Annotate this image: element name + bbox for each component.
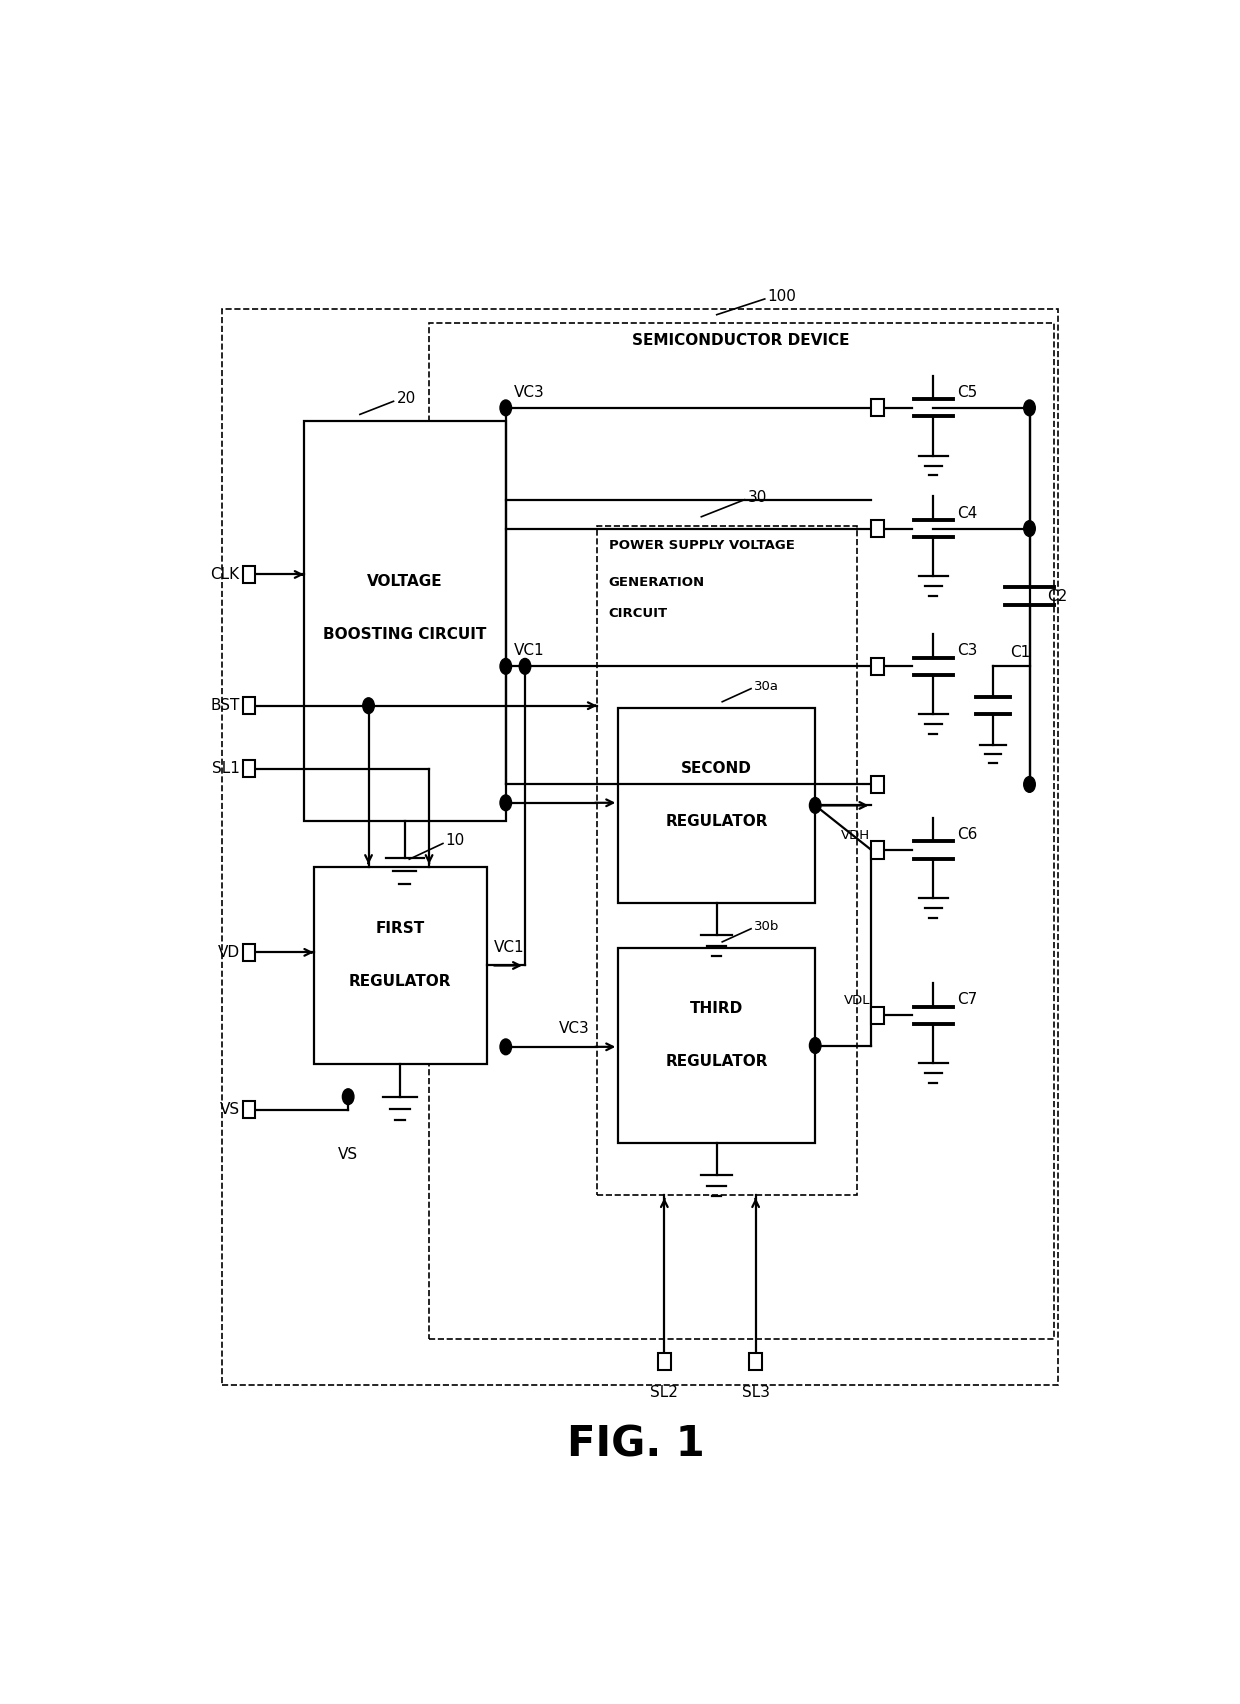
Text: 10: 10 [446, 833, 465, 849]
Text: SL1: SL1 [212, 762, 239, 777]
Text: VC3: VC3 [559, 1021, 589, 1036]
Text: THIRD: THIRD [691, 1002, 743, 1016]
Text: C6: C6 [957, 826, 978, 842]
Circle shape [363, 699, 374, 714]
Bar [658, 1353, 671, 1370]
Text: GENERATION: GENERATION [609, 576, 704, 590]
Text: 20: 20 [397, 392, 415, 406]
Text: SECOND: SECOND [681, 762, 753, 777]
Bar [243, 760, 255, 777]
Text: VOLTAGE: VOLTAGE [367, 574, 443, 590]
Bar [619, 949, 815, 1143]
Text: C2: C2 [1047, 588, 1068, 603]
Text: SEMICONDUCTOR DEVICE: SEMICONDUCTOR DEVICE [632, 332, 849, 348]
Circle shape [520, 658, 531, 675]
Text: BOOSTING CIRCUIT: BOOSTING CIRCUIT [324, 627, 486, 642]
Text: VC3: VC3 [513, 385, 544, 400]
Bar [872, 658, 884, 675]
Text: VDL: VDL [843, 995, 870, 1007]
Text: VS: VS [339, 1147, 358, 1162]
Text: 100: 100 [768, 288, 796, 303]
Bar [222, 310, 1058, 1385]
Bar [872, 520, 884, 537]
Text: SL3: SL3 [742, 1385, 770, 1401]
Text: VDH: VDH [841, 830, 870, 842]
Bar [304, 421, 506, 821]
Bar [243, 697, 255, 714]
Bar [872, 842, 884, 859]
Circle shape [810, 797, 821, 813]
Text: C7: C7 [957, 992, 977, 1007]
Text: REGULATOR: REGULATOR [666, 1053, 768, 1068]
Text: 30a: 30a [754, 680, 779, 692]
Circle shape [1024, 777, 1035, 792]
Circle shape [810, 1038, 821, 1053]
Text: CIRCUIT: CIRCUIT [609, 607, 667, 620]
Bar [243, 566, 255, 583]
Text: FIG. 1: FIG. 1 [567, 1423, 704, 1465]
Circle shape [1024, 521, 1035, 537]
Bar [596, 527, 857, 1195]
Text: POWER SUPPLY VOLTAGE: POWER SUPPLY VOLTAGE [609, 538, 795, 552]
Circle shape [500, 794, 512, 811]
Text: C3: C3 [957, 644, 978, 658]
Text: C4: C4 [957, 506, 977, 521]
Text: VC1: VC1 [495, 941, 525, 954]
Circle shape [342, 1089, 353, 1104]
Circle shape [500, 400, 512, 416]
Text: 30: 30 [748, 489, 766, 504]
Circle shape [500, 658, 512, 675]
Text: C1: C1 [1011, 644, 1030, 659]
Bar [872, 775, 884, 792]
Text: C5: C5 [957, 385, 977, 400]
Bar [872, 1007, 884, 1024]
Text: REGULATOR: REGULATOR [666, 813, 768, 828]
Bar [243, 944, 255, 961]
Text: FIRST: FIRST [376, 922, 424, 935]
Text: 30b: 30b [754, 920, 779, 932]
Bar [872, 399, 884, 416]
Circle shape [1024, 400, 1035, 416]
Bar [243, 1101, 255, 1118]
Bar [619, 709, 815, 903]
Circle shape [500, 1039, 512, 1055]
Bar [429, 322, 1054, 1339]
Text: CLK: CLK [211, 567, 239, 583]
Text: REGULATOR: REGULATOR [348, 973, 451, 988]
Text: VC1: VC1 [513, 644, 544, 658]
Text: BST: BST [211, 699, 239, 714]
Text: VD: VD [217, 944, 239, 959]
Text: SL2: SL2 [651, 1385, 678, 1401]
Text: VS: VS [219, 1102, 239, 1118]
Bar [749, 1353, 761, 1370]
Bar [314, 867, 486, 1063]
